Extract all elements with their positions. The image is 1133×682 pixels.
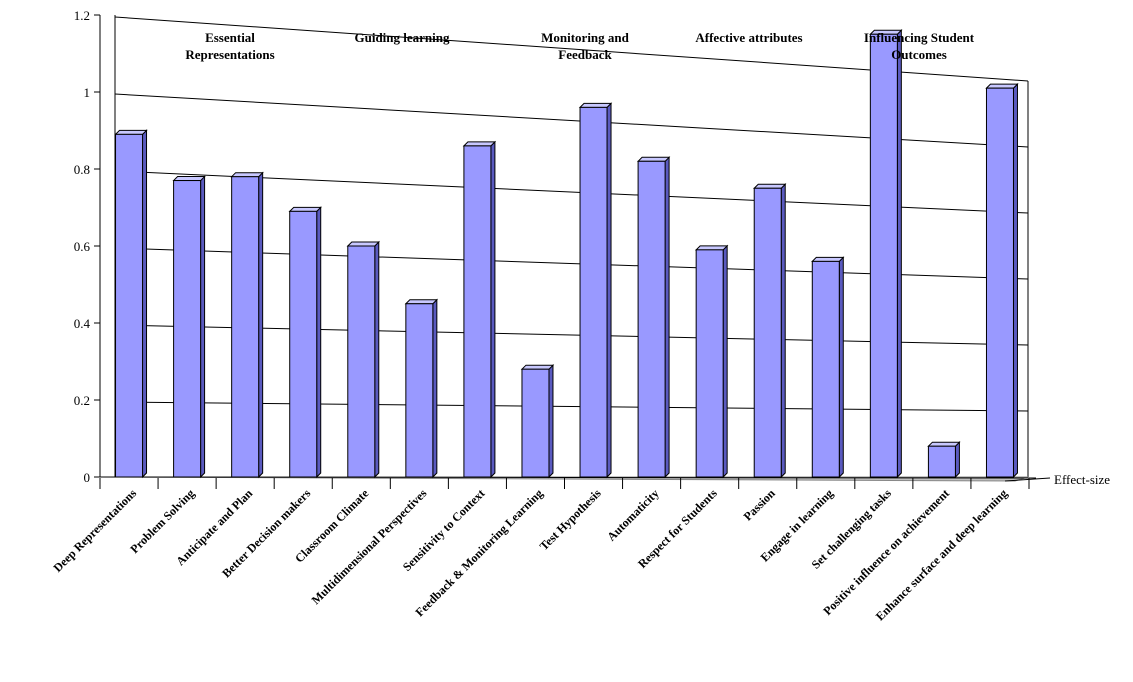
bar-side-3 (316, 206, 322, 479)
y-tick-label-4: 0.8 (74, 162, 90, 177)
bar-side-10 (722, 244, 728, 479)
bar-top-14 (927, 441, 961, 447)
bar-7 (521, 368, 550, 478)
bar-top-8 (578, 102, 613, 108)
bar-1 (173, 180, 202, 478)
bar-9 (637, 160, 666, 478)
y-tick-label-6: 1.2 (74, 8, 90, 23)
bar-side-6 (490, 140, 496, 479)
category-label-11: Passion (741, 486, 778, 523)
y-tick-label-2: 0.4 (74, 316, 91, 331)
bar-5 (405, 303, 434, 478)
bar-side-13 (896, 29, 902, 479)
bar-top-2 (230, 172, 264, 178)
bar-side-1 (200, 175, 206, 479)
bar-top-6 (462, 141, 497, 147)
bar-3 (289, 210, 318, 478)
bar-4 (347, 245, 376, 478)
category-label-7: Feedback & Monitoring Learning (412, 486, 545, 619)
bar-8 (579, 106, 608, 478)
bar-top-7 (520, 364, 555, 370)
bar-13 (869, 33, 898, 478)
bar-top-10 (694, 245, 729, 251)
bar-top-1 (172, 176, 206, 182)
group-title-4-line-0: Influencing Student (864, 30, 975, 45)
y-tick-label-5: 1 (84, 85, 91, 100)
group-title-0-line-0: Essential (205, 30, 255, 45)
x-axis-title: Effect-size (1054, 472, 1110, 487)
bar-top-15 (985, 83, 1019, 89)
bar-side-12 (838, 256, 844, 479)
group-title-1-line-0: Guiding learning (355, 30, 450, 45)
bar-11 (753, 187, 782, 478)
bar-side-9 (664, 156, 670, 479)
group-title-2-line-1: Feedback (558, 47, 612, 62)
bar-12 (811, 260, 840, 478)
y-tick-label-0: 0 (84, 470, 91, 485)
y-tick-label-3: 0.6 (74, 239, 91, 254)
category-label-5: Multidimensional Perspectives (309, 486, 430, 607)
bar-side-7 (548, 363, 554, 479)
bar-top-12 (811, 256, 845, 262)
bar-0 (115, 133, 144, 478)
group-title-3-line-0: Affective attributes (695, 30, 802, 45)
bar-top-4 (346, 241, 380, 247)
y-tick-label-1: 0.2 (74, 393, 90, 408)
category-label-9: Automaticity (604, 486, 662, 544)
bar-10 (695, 249, 724, 478)
x-axis-extension (1004, 477, 1051, 482)
category-label-0: Deep Representations (50, 486, 139, 575)
bar-side-5 (432, 298, 438, 479)
bar-6 (463, 145, 492, 478)
bar-top-11 (753, 183, 787, 189)
category-label-14: Positive influence on achievement (820, 486, 952, 618)
bar-side-8 (606, 102, 612, 479)
category-label-8: Test Hypothesis (537, 486, 604, 553)
group-title-2-line-0: Monitoring and (541, 30, 630, 45)
category-label-15: Enhance surface and deep learning (873, 486, 1010, 623)
bar-top-5 (404, 299, 439, 305)
bar-top-9 (636, 156, 671, 162)
bar-14 (927, 445, 956, 478)
bar-side-2 (258, 171, 264, 479)
bar-top-0 (114, 129, 148, 135)
bar-side-15 (1012, 82, 1018, 479)
bar-top-3 (288, 206, 322, 212)
group-title-0-line-1: Representations (185, 47, 274, 62)
group-title-4-line-1: Outcomes (891, 47, 947, 62)
bar-side-0 (142, 129, 148, 479)
bar-side-4 (374, 240, 380, 479)
bar-2 (231, 176, 260, 478)
bar-15 (985, 87, 1014, 478)
bar-side-14 (954, 440, 960, 479)
bar-side-11 (780, 183, 786, 479)
